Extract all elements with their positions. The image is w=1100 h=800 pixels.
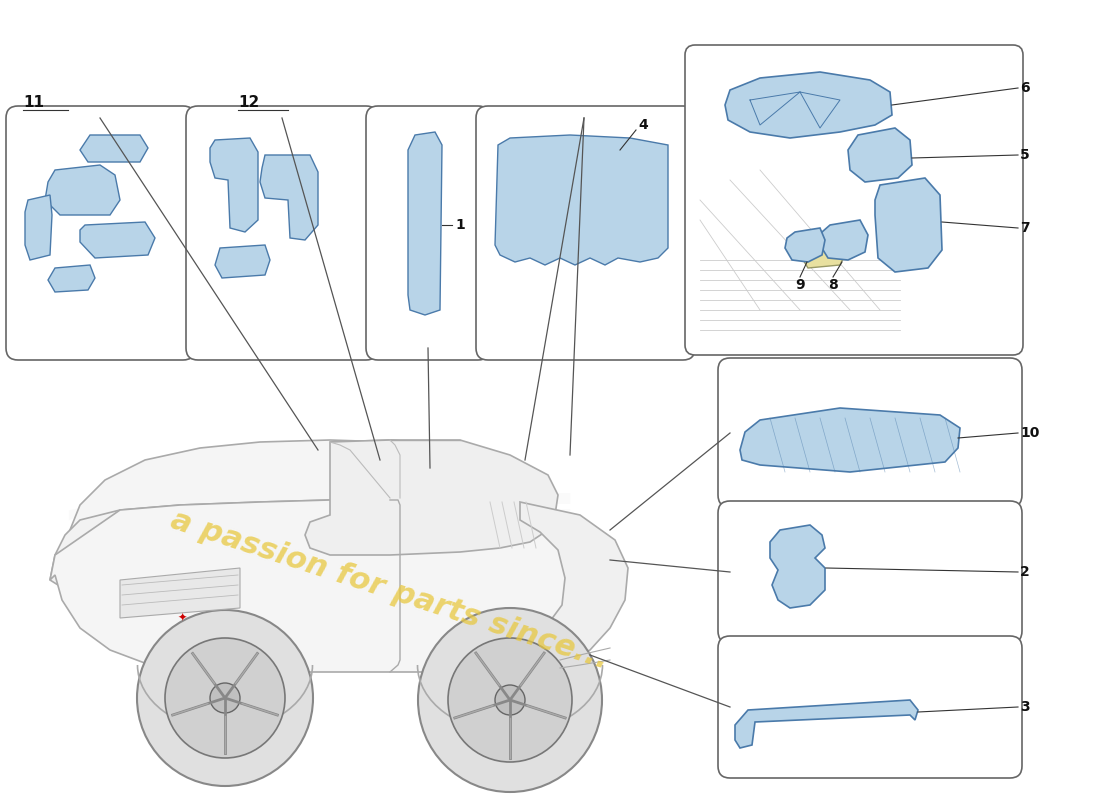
Polygon shape (330, 440, 544, 528)
Polygon shape (495, 135, 668, 265)
Circle shape (210, 683, 240, 713)
Circle shape (418, 608, 602, 792)
Text: 11: 11 (23, 95, 44, 110)
Polygon shape (735, 700, 918, 748)
Polygon shape (725, 72, 892, 138)
Polygon shape (210, 138, 258, 232)
Polygon shape (800, 235, 848, 268)
Text: 9: 9 (795, 278, 805, 292)
Polygon shape (874, 178, 942, 272)
Circle shape (165, 638, 285, 758)
Polygon shape (80, 222, 155, 258)
Polygon shape (65, 440, 530, 560)
Polygon shape (50, 498, 618, 672)
Text: 5: 5 (1020, 148, 1030, 162)
FancyBboxPatch shape (366, 106, 490, 360)
Polygon shape (770, 525, 825, 608)
Polygon shape (260, 155, 318, 240)
Polygon shape (45, 165, 120, 215)
FancyBboxPatch shape (476, 106, 695, 360)
Polygon shape (305, 440, 558, 555)
Polygon shape (120, 568, 240, 618)
Polygon shape (408, 132, 442, 315)
Polygon shape (480, 502, 628, 672)
Text: 2: 2 (1020, 565, 1030, 579)
Text: 7: 7 (1020, 221, 1030, 235)
Polygon shape (48, 265, 95, 292)
Circle shape (138, 610, 314, 786)
Text: 8: 8 (828, 278, 838, 292)
Polygon shape (820, 220, 868, 260)
Text: 12: 12 (238, 95, 260, 110)
Polygon shape (740, 408, 960, 472)
Polygon shape (50, 500, 330, 585)
Text: 3: 3 (1020, 700, 1030, 714)
Text: 10: 10 (1020, 426, 1040, 440)
FancyBboxPatch shape (718, 358, 1022, 507)
FancyBboxPatch shape (6, 106, 195, 360)
FancyBboxPatch shape (685, 45, 1023, 355)
FancyBboxPatch shape (186, 106, 378, 360)
FancyBboxPatch shape (718, 501, 1022, 643)
Text: 6: 6 (1020, 81, 1030, 95)
Text: ✦: ✦ (177, 613, 187, 623)
Polygon shape (214, 245, 270, 278)
Circle shape (448, 638, 572, 762)
Polygon shape (848, 128, 912, 182)
Text: a passion for parts since...: a passion for parts since... (167, 506, 613, 674)
Polygon shape (25, 195, 52, 260)
Text: 4: 4 (638, 118, 648, 132)
Text: autoricambi: autoricambi (63, 493, 578, 567)
Polygon shape (785, 228, 825, 262)
Text: 1: 1 (455, 218, 464, 232)
FancyBboxPatch shape (718, 636, 1022, 778)
Circle shape (495, 685, 525, 715)
Polygon shape (80, 135, 148, 162)
